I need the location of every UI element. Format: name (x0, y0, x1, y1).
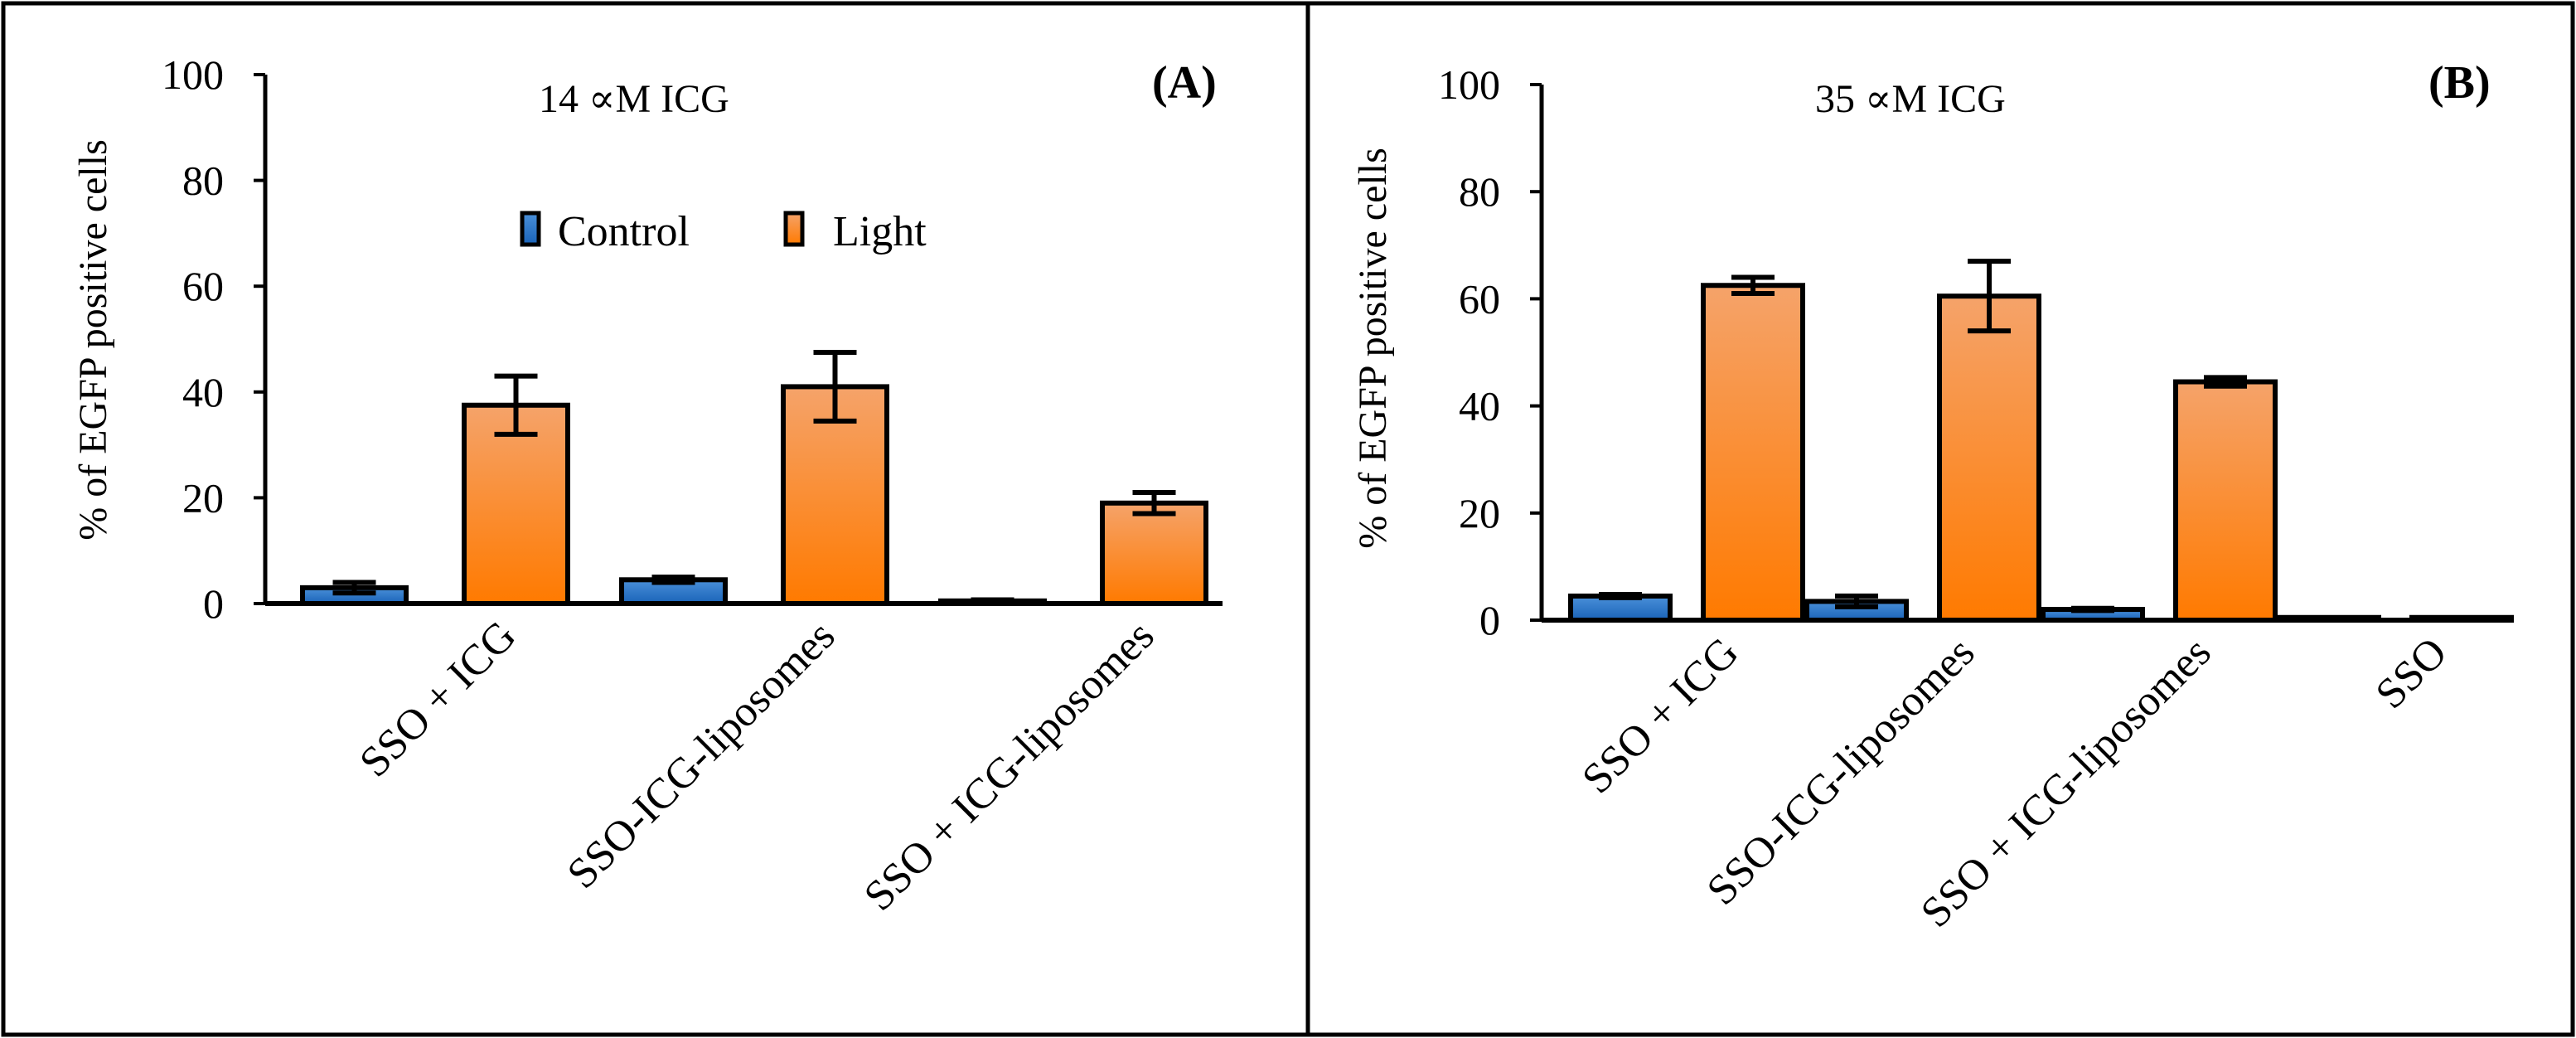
panel-b-category-label: SSO (2367, 628, 2457, 718)
panel-b-y-tick-label: 0 (1479, 597, 1500, 643)
panel-a: (A) 14 ∝M ICG % of EGFP positive cells C… (71, 51, 1223, 920)
panel-a-y-tick-label: 40 (182, 369, 224, 415)
panel-b-y-tick-label: 80 (1459, 168, 1500, 215)
panel-a-y-tick-label: 0 (203, 580, 224, 627)
legend-control-swatch (520, 211, 541, 247)
panel-a-y-tick-label: 80 (182, 158, 224, 204)
panel-b-bar-light (2173, 379, 2278, 623)
panel-b-category-label: SSO + ICG (1573, 628, 1747, 803)
panel-b-bar-light (1701, 283, 1805, 623)
panel-b-y-axis-label: % of EGFP positive cells (1351, 148, 1395, 549)
panel-b-y-tick-label: 20 (1459, 490, 1500, 536)
panel-a-y-tick-label: 20 (182, 474, 224, 521)
panel-b-y-tick-label: 60 (1459, 275, 1500, 322)
panel-b-annotation: 35 ∝M ICG (1815, 77, 2006, 121)
panel-a-category-label: SSO + ICG (351, 612, 525, 786)
panel-a-y-axis-label: % of EGFP positive cells (71, 139, 115, 541)
panel-a-bar-light (1100, 500, 1208, 607)
panel-b: (B) 35 ∝M ICG % of EGFP positive cells 0… (1351, 57, 2514, 937)
panel-a-category-label: SSO-ICG-liposomes (559, 612, 845, 898)
legend-light-label: Light (833, 208, 927, 255)
panel-a-category-label: SSO + ICG-liposomes (855, 612, 1164, 920)
panel-b-category-label: SSO-ICG-liposomes (1698, 628, 1984, 914)
panel-b-y-tick-label: 40 (1459, 383, 1500, 429)
panel-a-y-tick-label: 60 (182, 263, 224, 309)
legend-control-label: Control (558, 208, 690, 255)
panel-b-label: (B) (2428, 57, 2491, 109)
legend-light-swatch (783, 211, 805, 247)
panel-b-y-tick-label: 100 (1438, 61, 1500, 108)
panel-b-bar-light (1937, 293, 2041, 623)
panel-a-legend: Control Light (520, 208, 927, 255)
panel-a-annotation: 14 ∝M ICG (539, 77, 729, 121)
panel-a-bar-light (462, 402, 570, 606)
panel-a-y-tick-label: 100 (162, 51, 224, 98)
panel-a-label: (A) (1152, 57, 1217, 109)
